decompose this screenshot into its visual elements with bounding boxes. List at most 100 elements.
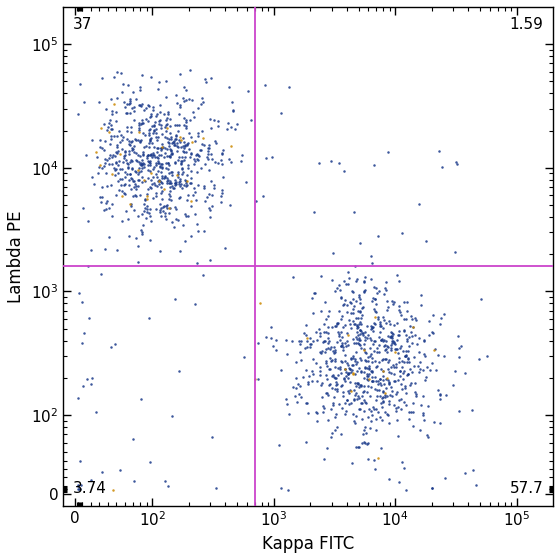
Point: [338, 391, 347, 400]
Point: [117, 165, 126, 174]
Point: [339, 301, 348, 310]
Point: [359, 331, 368, 340]
Point: [172, 121, 181, 130]
Point: [118, 216, 127, 225]
Point: [296, 340, 305, 349]
Point: [139, 162, 148, 171]
Point: [186, 202, 195, 211]
Point: [354, 443, 363, 452]
Point: [382, 391, 391, 400]
Point: [138, 71, 147, 80]
Point: [340, 365, 349, 374]
Point: [197, 94, 206, 103]
Point: [312, 376, 321, 385]
Point: [213, 121, 222, 130]
Point: [149, 151, 158, 160]
Point: [413, 361, 422, 370]
Point: [170, 139, 179, 148]
Point: [347, 324, 356, 333]
Point: [326, 343, 335, 352]
Point: [363, 371, 372, 380]
Point: [371, 362, 380, 371]
Point: [325, 337, 334, 346]
Point: [183, 181, 192, 190]
Point: [340, 409, 349, 418]
Point: [98, 193, 107, 202]
Point: [148, 165, 157, 174]
Point: [354, 336, 363, 345]
Point: [365, 405, 374, 414]
Point: [120, 172, 129, 181]
Point: [102, 156, 111, 165]
Point: [200, 181, 209, 190]
Point: [471, 481, 480, 490]
Point: [382, 278, 391, 287]
Point: [392, 388, 401, 397]
Point: [386, 328, 395, 337]
Point: [120, 180, 129, 189]
Point: [404, 333, 413, 342]
Point: [360, 368, 368, 377]
Point: [423, 433, 432, 442]
Point: [167, 167, 176, 176]
Point: [374, 341, 383, 350]
Point: [169, 137, 178, 146]
Point: [73, 110, 82, 119]
Point: [352, 275, 361, 284]
Point: [213, 116, 222, 125]
Point: [120, 150, 129, 159]
Point: [162, 124, 171, 133]
Point: [147, 153, 156, 162]
Point: [382, 347, 391, 356]
Point: [217, 186, 226, 195]
Point: [377, 355, 386, 364]
Point: [122, 207, 131, 216]
Point: [371, 372, 380, 381]
Point: [166, 145, 175, 154]
Point: [189, 107, 198, 116]
Point: [369, 376, 378, 385]
Point: [328, 384, 337, 393]
Point: [129, 177, 138, 186]
Point: [160, 144, 169, 153]
Point: [180, 237, 189, 246]
Point: [171, 141, 180, 150]
Point: [173, 168, 182, 177]
Point: [347, 298, 356, 307]
Point: [132, 181, 141, 190]
Point: [454, 332, 463, 341]
Point: [124, 146, 133, 155]
Point: [161, 208, 170, 217]
Point: [204, 143, 213, 152]
Point: [168, 412, 177, 421]
Point: [408, 315, 417, 324]
Point: [312, 416, 321, 425]
Point: [184, 211, 193, 220]
Point: [110, 171, 119, 180]
Point: [107, 159, 116, 168]
Point: [134, 158, 143, 167]
Point: [172, 146, 181, 155]
Point: [337, 293, 346, 302]
Point: [353, 330, 362, 339]
Point: [166, 179, 175, 188]
Point: [180, 143, 189, 152]
Point: [362, 369, 371, 378]
Text: 1.59: 1.59: [510, 17, 543, 32]
Point: [170, 184, 179, 193]
Point: [355, 291, 364, 300]
Point: [347, 309, 356, 318]
Point: [361, 398, 370, 407]
Point: [106, 121, 115, 130]
Point: [359, 382, 368, 391]
Point: [115, 157, 124, 166]
Point: [356, 381, 365, 390]
Point: [160, 202, 169, 211]
Point: [183, 161, 192, 170]
Point: [146, 135, 155, 144]
Point: [118, 186, 127, 195]
Point: [267, 323, 276, 332]
Point: [205, 166, 214, 175]
Point: [362, 387, 371, 396]
Point: [180, 140, 189, 149]
